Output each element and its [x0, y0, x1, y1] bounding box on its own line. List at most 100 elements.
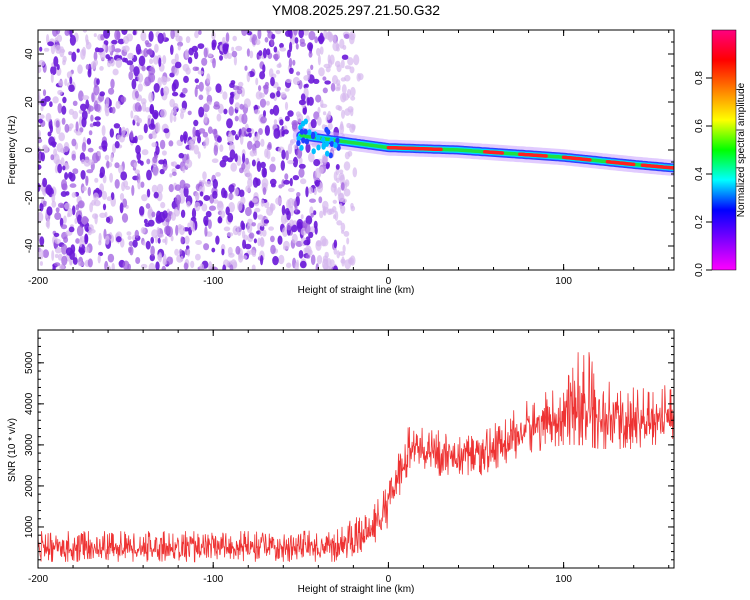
spectrogram-noise-speck	[29, 223, 33, 232]
spectrogram-noise-speck	[313, 188, 317, 196]
spectrogram-noise-speck	[235, 45, 243, 52]
spectrogram-noise-speck	[75, 121, 79, 132]
spectrogram-noise-speck	[101, 125, 106, 137]
spectrogram-noise-speck	[209, 205, 216, 211]
spectrogram-noise-speck	[53, 232, 60, 237]
spectrogram-noise-speck	[197, 151, 201, 159]
spectrogram-noise-speck	[268, 226, 274, 231]
spectrogram-noise-speck	[198, 30, 202, 35]
spectrogram-noise-speck	[308, 231, 314, 239]
spectrogram-noise-speck	[246, 48, 250, 57]
spectrogram-noise-speck	[299, 42, 306, 47]
signal-track-blob	[335, 137, 340, 144]
spectrogram-noise-speck	[213, 144, 218, 156]
spectrogram-noise-speck	[172, 91, 179, 97]
spectrogram-noise-speck	[162, 55, 167, 65]
spectrogram-noise-speck	[332, 75, 338, 85]
spectrogram-noise-speck	[308, 152, 315, 163]
spectrogram-noise-speck	[38, 248, 44, 260]
spectrogram-noise-speck	[181, 100, 188, 111]
spectrogram-noise-speck	[252, 177, 259, 188]
spectrogram-noise-speck	[229, 82, 235, 89]
spectrogram-noise-speck	[134, 102, 142, 112]
spectrogram-noise-speck	[263, 84, 269, 95]
spectrogram-noise-speck	[113, 123, 121, 129]
spectrogram-noise-speck	[151, 184, 158, 193]
spectrogram-noise-speck	[336, 220, 343, 226]
spectrogram-noise-speck	[316, 116, 322, 126]
spectrogram-noise-speck	[174, 248, 180, 256]
spectrogram-noise-speck	[174, 61, 182, 69]
spectrogram-noise-speck	[109, 128, 115, 138]
spectrogram-noise-speck	[343, 161, 351, 171]
spectrogram-noise-speck	[178, 225, 186, 236]
spectrogram-noise-speck	[152, 132, 157, 139]
spectrogram-noise-speck	[312, 210, 317, 216]
spectrogram-noise-speck	[107, 253, 115, 263]
spectrogram-noise-speck	[42, 200, 47, 205]
spectrogram-noise-speck	[64, 172, 69, 180]
spectrogram-noise-speck	[51, 200, 57, 208]
spectrogram-noise-speck	[198, 128, 206, 134]
spectrogram-noise-speck	[132, 239, 138, 248]
spectrogram-noise-speck	[38, 66, 42, 74]
spectrogram-noise-speck	[217, 216, 222, 224]
spectrogram-noise-speck	[47, 131, 52, 137]
snr-ticks: -200 -100 0 100 1000 2000 3000 4000 5000	[24, 329, 674, 585]
spectrogram-noise-speck	[104, 235, 110, 245]
spectrogram-noise-speck	[85, 64, 90, 70]
spectrogram-noise-speck	[110, 58, 115, 67]
spectrogram-noise-speck	[283, 240, 290, 250]
spectrogram-noise-speck	[61, 117, 66, 125]
spectrogram-noise-speck	[42, 249, 49, 258]
spectrogram-noise-speck	[82, 95, 90, 101]
spectrogram-noise-speck	[335, 43, 340, 49]
spectrogram-noise-speck	[343, 230, 350, 237]
signal-track-blob	[310, 133, 316, 140]
spectrogram-noise-speck	[58, 80, 64, 87]
spectrogram-noise-speck	[270, 178, 277, 186]
spectrogram-noise-speck	[327, 122, 333, 130]
spectrogram-noise-speck	[270, 244, 276, 255]
spectrogram-y-tick-label: -40	[24, 238, 35, 253]
spectrogram-noise-speck	[121, 126, 126, 136]
spectrogram-noise-speck	[134, 90, 139, 99]
spectrogram-noise-speck	[174, 67, 179, 76]
spectrogram-noise-speck	[313, 78, 320, 84]
spectrogram-noise-speck	[347, 150, 353, 157]
spectrogram-noise-speck	[262, 64, 266, 74]
spectrogram-noise-speck	[60, 157, 65, 166]
spectrogram-noise-speck	[272, 104, 280, 116]
spectrogram-noise-speck	[203, 103, 210, 113]
spectrogram-noise-speck	[72, 168, 79, 175]
spectrogram-noise-speck	[101, 140, 108, 150]
spectrogram-noise-speck	[316, 47, 321, 56]
spectrogram-noise-speck	[45, 112, 52, 122]
spectrogram-noise-speck	[93, 33, 97, 38]
spectrogram-noise-speck	[289, 67, 294, 75]
spectrogram-noise-speck	[135, 144, 141, 155]
spectrogram-noise-speck	[160, 201, 166, 209]
spectrogram-noise-speck	[71, 51, 77, 62]
spectrogram-noise-speck	[339, 169, 344, 174]
signal-track-blob	[307, 129, 312, 136]
spectrogram-noise-speck	[63, 236, 69, 243]
spectrogram-noise-speck	[243, 98, 251, 108]
spectrogram-noise-speck	[142, 240, 146, 246]
spectrogram-noise-speck	[197, 135, 201, 144]
spectrogram-noise-speck	[88, 130, 93, 136]
spectrogram-noise-speck	[81, 142, 87, 152]
spectrogram-noise-speck	[130, 130, 134, 141]
spectrogram-noise-speck	[81, 216, 89, 225]
spectrogram-noise-speck	[282, 227, 288, 237]
signal-track-blob	[296, 140, 301, 147]
spectrogram-noise-speck	[319, 210, 324, 219]
spectrogram-noise-speck	[121, 30, 128, 35]
spectrogram-noise-speck	[259, 71, 266, 80]
spectrogram-noise-speck	[262, 48, 267, 59]
spectrogram-noise-speck	[148, 133, 154, 140]
spectrogram-noise-speck	[133, 114, 139, 122]
spectrogram-noise-speck	[257, 30, 262, 40]
spectrogram-noise-speck	[153, 55, 159, 65]
spectrogram-noise-speck	[195, 253, 201, 261]
